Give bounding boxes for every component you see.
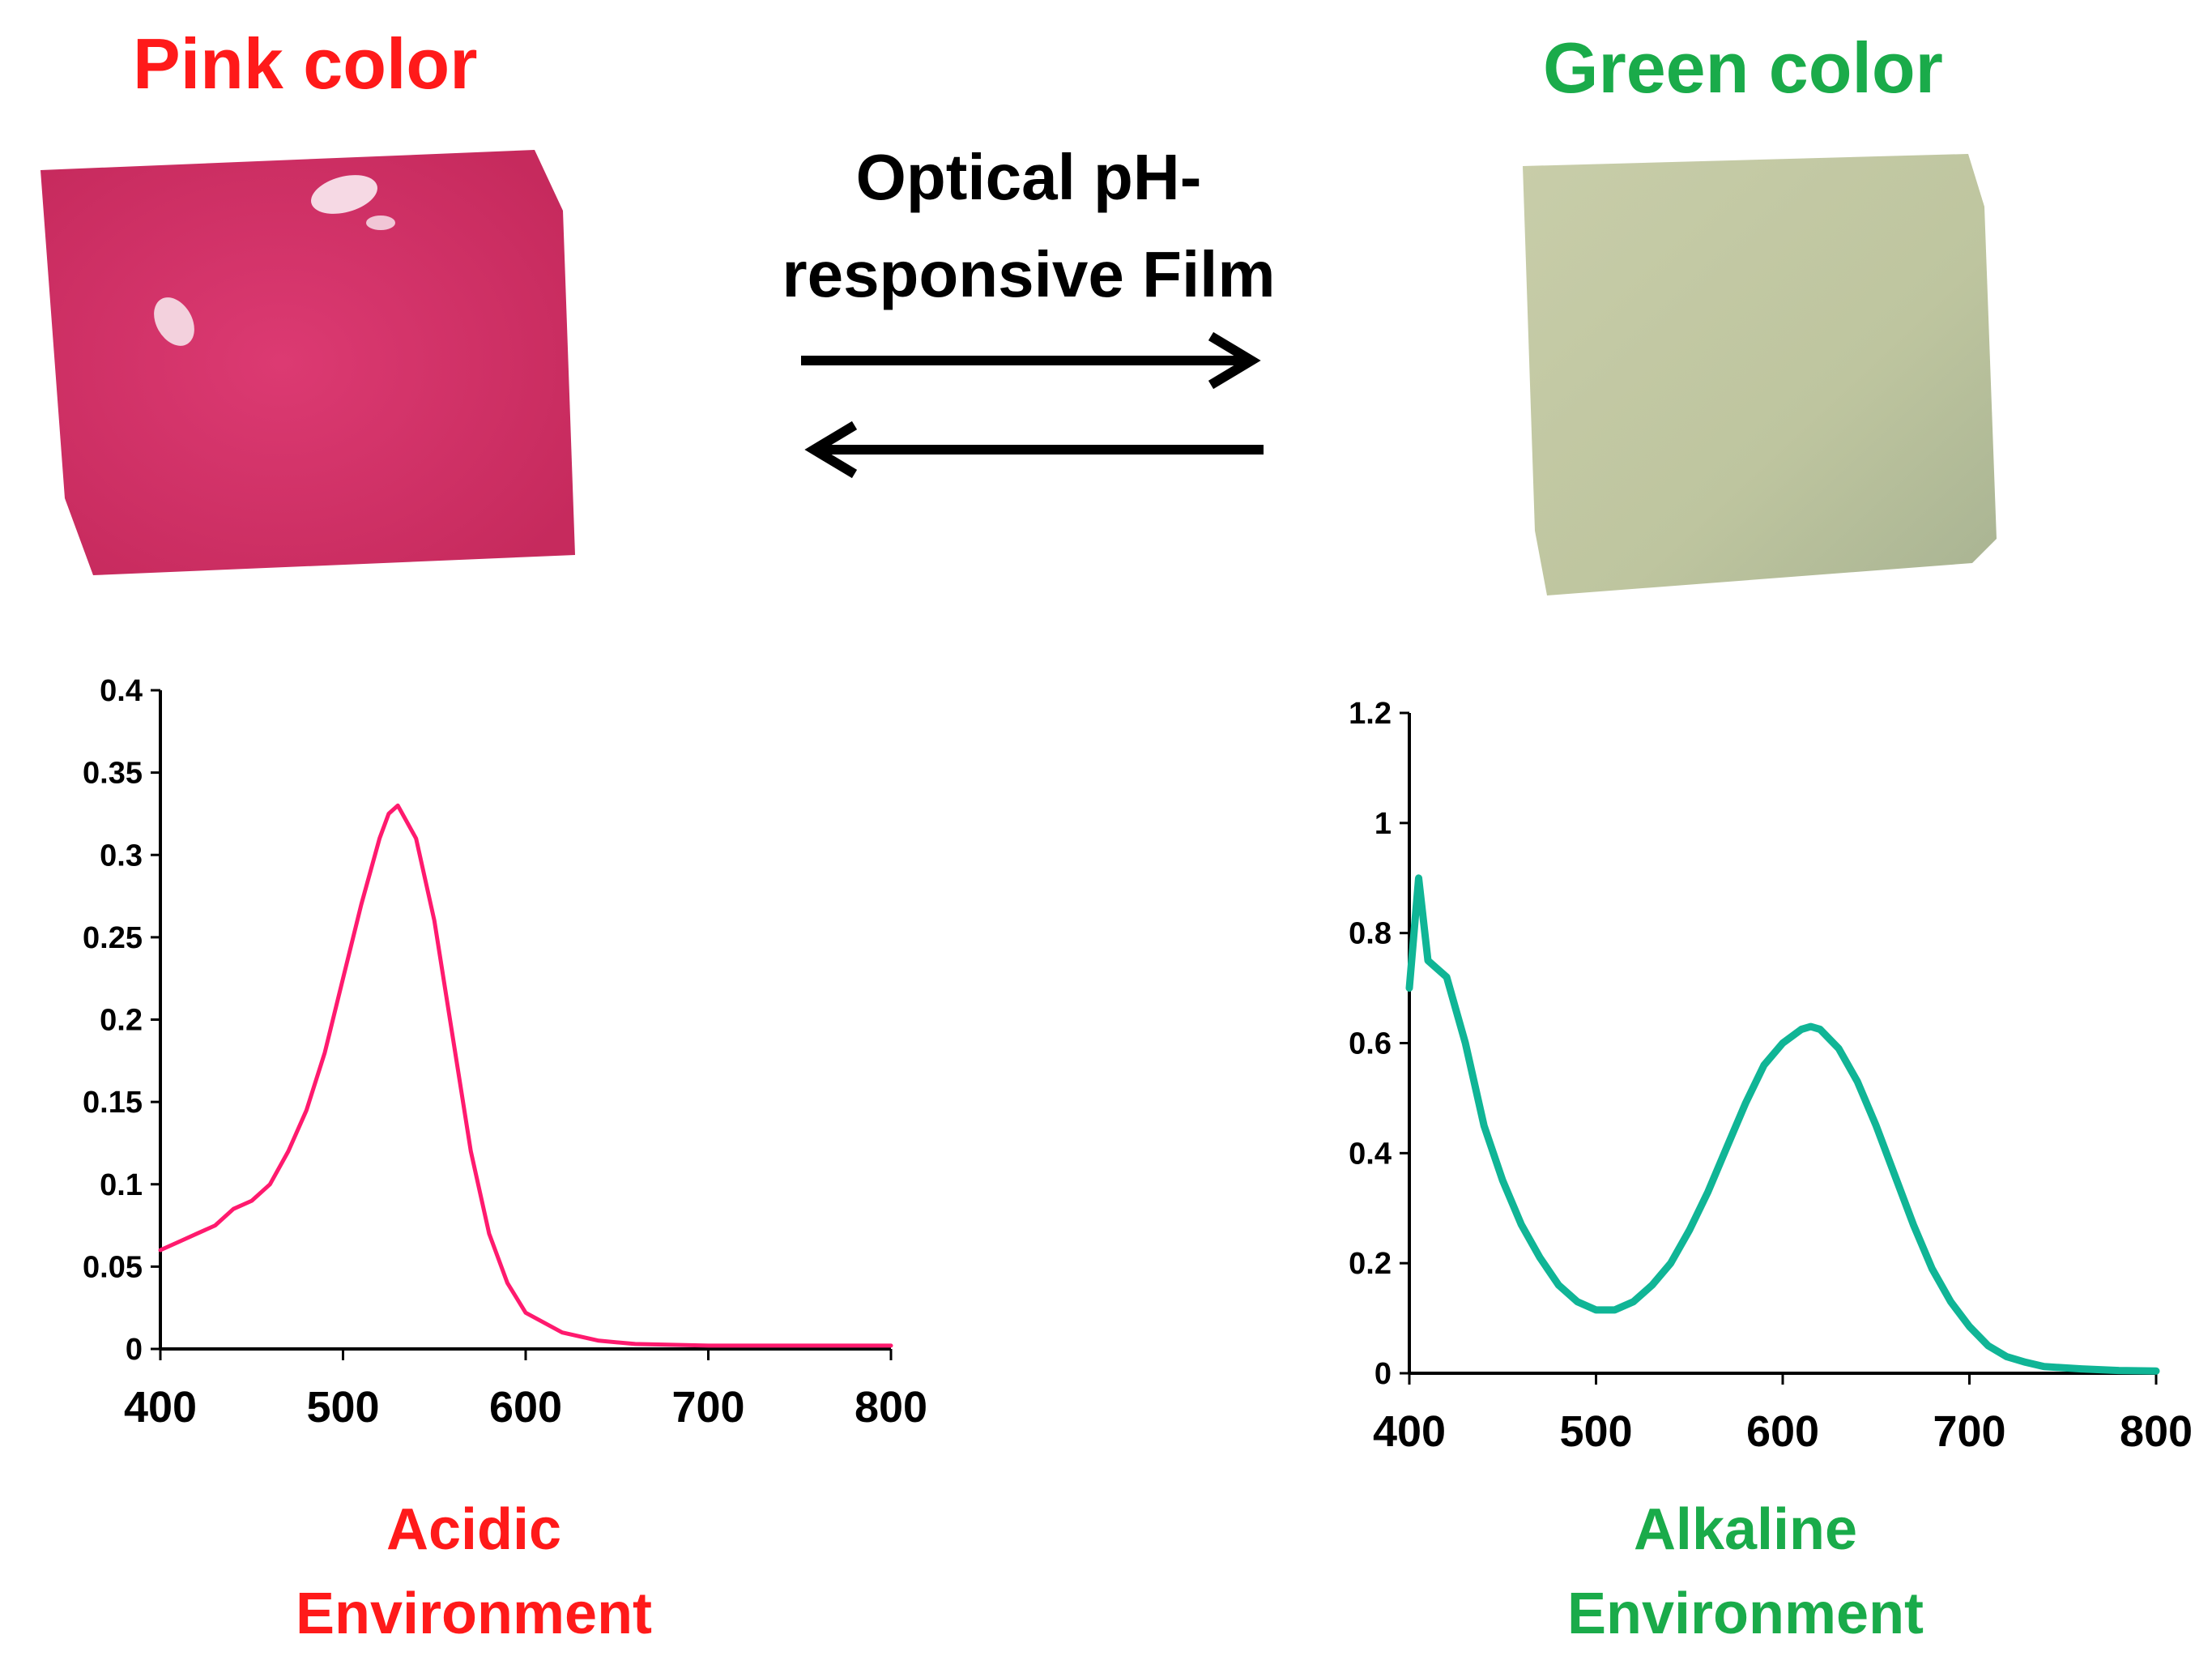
acidic-y-tick-label: 0.1: [100, 1168, 143, 1202]
acidic-y-tick-label: 0.35: [83, 757, 143, 791]
alkaline-y-tick-label: 0.6: [1349, 1027, 1392, 1061]
alkaline-caption-line1: Alkaline: [1633, 1497, 1858, 1562]
acidic-y-tick-label: 0.15: [83, 1086, 143, 1120]
alkaline-x-tick-label: 400: [1373, 1407, 1446, 1456]
center-title-line2: responsive Film: [782, 238, 1276, 310]
acidic-caption-line2: Environment: [295, 1581, 653, 1646]
alkaline-x-tick-label: 800: [2120, 1407, 2193, 1456]
green-color-title: Green color: [1543, 28, 1943, 108]
acidic-spectrum-line: [158, 803, 893, 1348]
acidic-y-tick-label: 0.3: [100, 839, 143, 873]
alkaline-spectrum-line: [1405, 874, 2160, 1375]
acidic-y-tick-label: 0.25: [83, 921, 143, 955]
alkaline-x-tick-label: 600: [1746, 1407, 1819, 1456]
alkaline-caption-line2: Environment: [1566, 1581, 1924, 1646]
alkaline-y-tick-label: 0.4: [1349, 1137, 1392, 1171]
alkaline-y-tick-label: 1.2: [1349, 697, 1392, 731]
pink-color-title: Pink color: [133, 23, 478, 104]
acidic-y-tick-label: 0: [126, 1333, 143, 1367]
arrow-left-icon: [804, 420, 1264, 479]
center-title-line1: Optical pH-: [855, 141, 1202, 213]
alkaline-y-tick-label: 0.8: [1349, 917, 1392, 951]
alkaline-y-tick-label: 1: [1375, 807, 1392, 841]
acidic-x-tick-label: 700: [671, 1383, 744, 1432]
acidic-x-tick-label: 800: [855, 1383, 927, 1432]
green-film-photo: [1523, 154, 1997, 595]
acidic-x-tick-label: 400: [124, 1383, 197, 1432]
alkaline-x-tick-label: 700: [1933, 1407, 2005, 1456]
acidic-y-tick-label: 0.4: [100, 674, 143, 708]
acidic-x-tick-label: 500: [306, 1383, 379, 1432]
acidic-y-tick-label: 0.05: [83, 1250, 143, 1284]
acidic-x-tick-label: 600: [489, 1383, 562, 1432]
alkaline-y-tick-label: 0: [1375, 1357, 1392, 1391]
acidic-y-tick-label: 0.2: [100, 1004, 143, 1038]
acidic-caption-line1: Acidic: [386, 1497, 562, 1562]
alkaline-y-tick-label: 0.2: [1349, 1247, 1392, 1281]
alkaline-x-tick-label: 500: [1559, 1407, 1632, 1456]
pink-film-photo: [40, 150, 575, 575]
arrow-right-icon: [801, 331, 1261, 390]
